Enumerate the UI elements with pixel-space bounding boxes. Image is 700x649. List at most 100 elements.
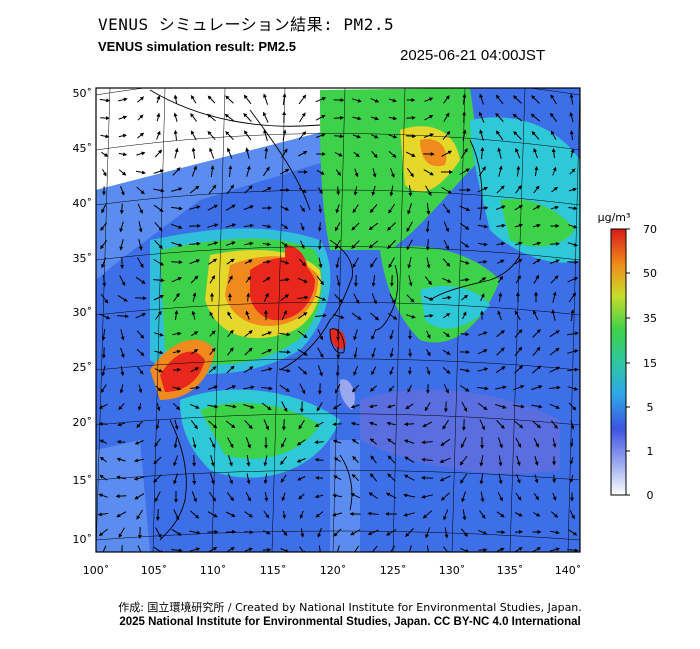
lat-label-15: 15˚ (73, 474, 93, 487)
wind-arrow (404, 439, 415, 444)
wind-arrow (297, 312, 308, 320)
wind-arrow (479, 419, 486, 431)
wind-arrow (352, 545, 360, 552)
wind-arrow (422, 510, 433, 519)
wind-arrow (496, 241, 506, 246)
colorbar-tick-35: 35 (643, 312, 657, 325)
wind-arrow (172, 386, 182, 391)
wind-arrow (136, 348, 145, 357)
wind-arrow (367, 529, 379, 536)
wind-arrow (353, 329, 358, 341)
wind-arrow (512, 113, 523, 122)
wind-arrow (388, 257, 395, 269)
wind-arrow (515, 147, 521, 159)
wind-arrow (477, 349, 488, 355)
wind-arrow (385, 529, 397, 536)
wind-arrow (298, 419, 305, 430)
wind-arrow (226, 258, 235, 265)
wind-arrow (496, 259, 505, 264)
wind-arrow (227, 311, 233, 320)
wind-arrow (334, 294, 343, 304)
wind-arrow (333, 457, 341, 463)
wind-arrow (264, 147, 269, 159)
datetime-stamp: 2025-06-21 04:00JST (400, 47, 546, 64)
wind-arrow (315, 97, 327, 103)
wind-arrow (426, 545, 429, 552)
lon-label-115: 115˚ (260, 564, 287, 577)
wind-arrow (154, 438, 161, 448)
wind-arrow (227, 347, 234, 356)
wind-arrow (189, 259, 201, 265)
wind-arrow (244, 530, 254, 535)
wind-arrow (388, 116, 398, 121)
wind-arrow (226, 547, 235, 552)
wind-arrow (314, 494, 324, 499)
wind-arrow (281, 401, 288, 413)
wind-arrow (549, 330, 560, 338)
wind-arrow (279, 368, 291, 373)
wind-arrow (279, 384, 290, 392)
wind-arrow (480, 491, 485, 503)
wind-arrow (99, 98, 111, 103)
wind-arrow (404, 456, 415, 463)
wind-arrow (172, 349, 182, 354)
wind-arrow (297, 330, 308, 339)
wind-arrow (549, 347, 560, 356)
wind-arrow (336, 186, 341, 196)
wind-arrow (136, 509, 144, 520)
wind-arrow (551, 420, 558, 429)
wind-arrow (425, 239, 430, 251)
wind-arrow (424, 296, 434, 301)
wind-arrow (156, 402, 161, 412)
wind-arrow (298, 151, 308, 157)
wind-arrow (403, 512, 415, 517)
wind-arrow (298, 493, 305, 500)
wind-arrow (332, 439, 342, 444)
wind-arrow (101, 365, 106, 377)
wind-arrow (440, 492, 450, 501)
wind-arrow (171, 528, 182, 536)
wind-arrow (263, 419, 270, 431)
wind-arrow (173, 509, 180, 521)
wind-arrow (461, 401, 468, 412)
wind-arrow (261, 402, 272, 411)
wind-arrow (570, 148, 575, 158)
wind-arrow (243, 385, 255, 390)
wind-arrow (281, 437, 287, 448)
wind-arrow (281, 148, 288, 159)
wind-arrow (351, 98, 362, 103)
wind-arrow (316, 169, 325, 175)
wind-arrow (227, 147, 233, 159)
wind-arrow (351, 240, 360, 249)
wind-arrow (246, 292, 251, 302)
wind-arrow (495, 94, 504, 105)
wind-arrow (207, 511, 218, 518)
wind-arrow (173, 292, 180, 302)
lon-label-140: 140˚ (555, 564, 582, 577)
wind-arrow (367, 511, 379, 516)
wind-arrow (569, 456, 574, 465)
wind-arrow (498, 455, 503, 467)
wind-arrow (479, 93, 484, 105)
wind-arrow (297, 295, 309, 300)
wind-arrow (335, 204, 340, 214)
wind-arrow (225, 223, 237, 228)
colorbar-tick-70: 70 (643, 223, 657, 236)
wind-arrow (424, 402, 431, 412)
wind-arrow (495, 205, 506, 210)
wind-arrow (206, 113, 216, 122)
wind-arrow (135, 170, 146, 175)
wind-arrow (514, 512, 523, 517)
wind-arrow (497, 310, 502, 320)
wind-arrow (352, 134, 361, 139)
wind-arrow (405, 403, 414, 410)
wind-arrow (407, 384, 412, 393)
wind-arrow (153, 456, 162, 465)
wind-arrow (387, 455, 396, 464)
wind-arrow (350, 421, 360, 426)
wind-arrow (102, 168, 107, 177)
wind-arrow (261, 187, 272, 193)
wind-arrow (318, 204, 323, 214)
wind-arrow (532, 420, 542, 429)
